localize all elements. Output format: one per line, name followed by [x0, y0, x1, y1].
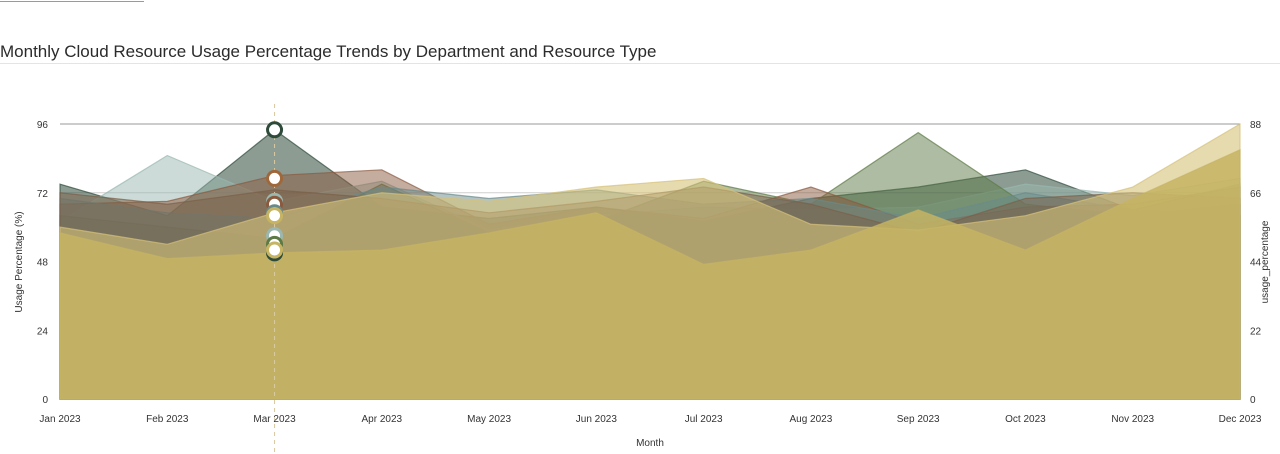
x-axis-title: Month — [636, 438, 664, 449]
x-tick-label: Apr 2023 — [362, 414, 403, 425]
y2-axis-title: usage_percentage — [1260, 220, 1271, 303]
hover-marker — [266, 241, 284, 259]
y-axis-ticks: 0 24 48 72 96 — [37, 120, 49, 406]
y-tick-label: 48 — [37, 258, 49, 269]
y2-tick-label: 44 — [1250, 258, 1262, 269]
hover-marker — [266, 207, 284, 225]
x-tick-label: May 2023 — [467, 414, 511, 425]
hover-markers — [266, 121, 284, 262]
y2-tick-label: 88 — [1250, 120, 1262, 131]
hover-marker — [266, 169, 284, 187]
y-tick-label: 0 — [42, 395, 48, 406]
y-tick-label: 24 — [37, 326, 49, 337]
series-areas — [59, 122, 1241, 400]
y2-tick-label: 66 — [1250, 189, 1262, 200]
x-tick-label: Sep 2023 — [897, 414, 940, 425]
y-tick-label: 72 — [37, 189, 49, 200]
x-tick-label: Jan 2023 — [39, 414, 81, 425]
x-tick-label: Jul 2023 — [685, 414, 723, 425]
y2-tick-label: 0 — [1250, 395, 1256, 406]
y2-tick-label: 22 — [1250, 326, 1262, 337]
x-tick-label: Jun 2023 — [576, 414, 618, 425]
y-tick-label: 96 — [37, 120, 49, 131]
chart-title: Monthly Cloud Resource Usage Percentage … — [0, 42, 657, 61]
hover-marker — [266, 121, 284, 139]
x-tick-label: Dec 2023 — [1219, 414, 1262, 425]
y2-axis-ticks: 0 22 44 66 88 — [1250, 120, 1262, 406]
x-tick-label: Oct 2023 — [1005, 414, 1046, 425]
area-series-8[interactable] — [59, 148, 1241, 400]
x-tick-label: Mar 2023 — [253, 414, 296, 425]
x-tick-label: Feb 2023 — [146, 414, 189, 425]
x-axis-ticks: Jan 2023 Feb 2023 Mar 2023 Apr 2023 May 2023… — [39, 414, 1261, 425]
x-tick-label: Aug 2023 — [789, 414, 832, 425]
title-divider — [0, 63, 1280, 64]
top-tab-indicator — [0, 0, 144, 2]
x-tick-label: Nov 2023 — [1111, 414, 1154, 425]
y-axis-title: Usage Percentage (%) — [14, 211, 25, 312]
